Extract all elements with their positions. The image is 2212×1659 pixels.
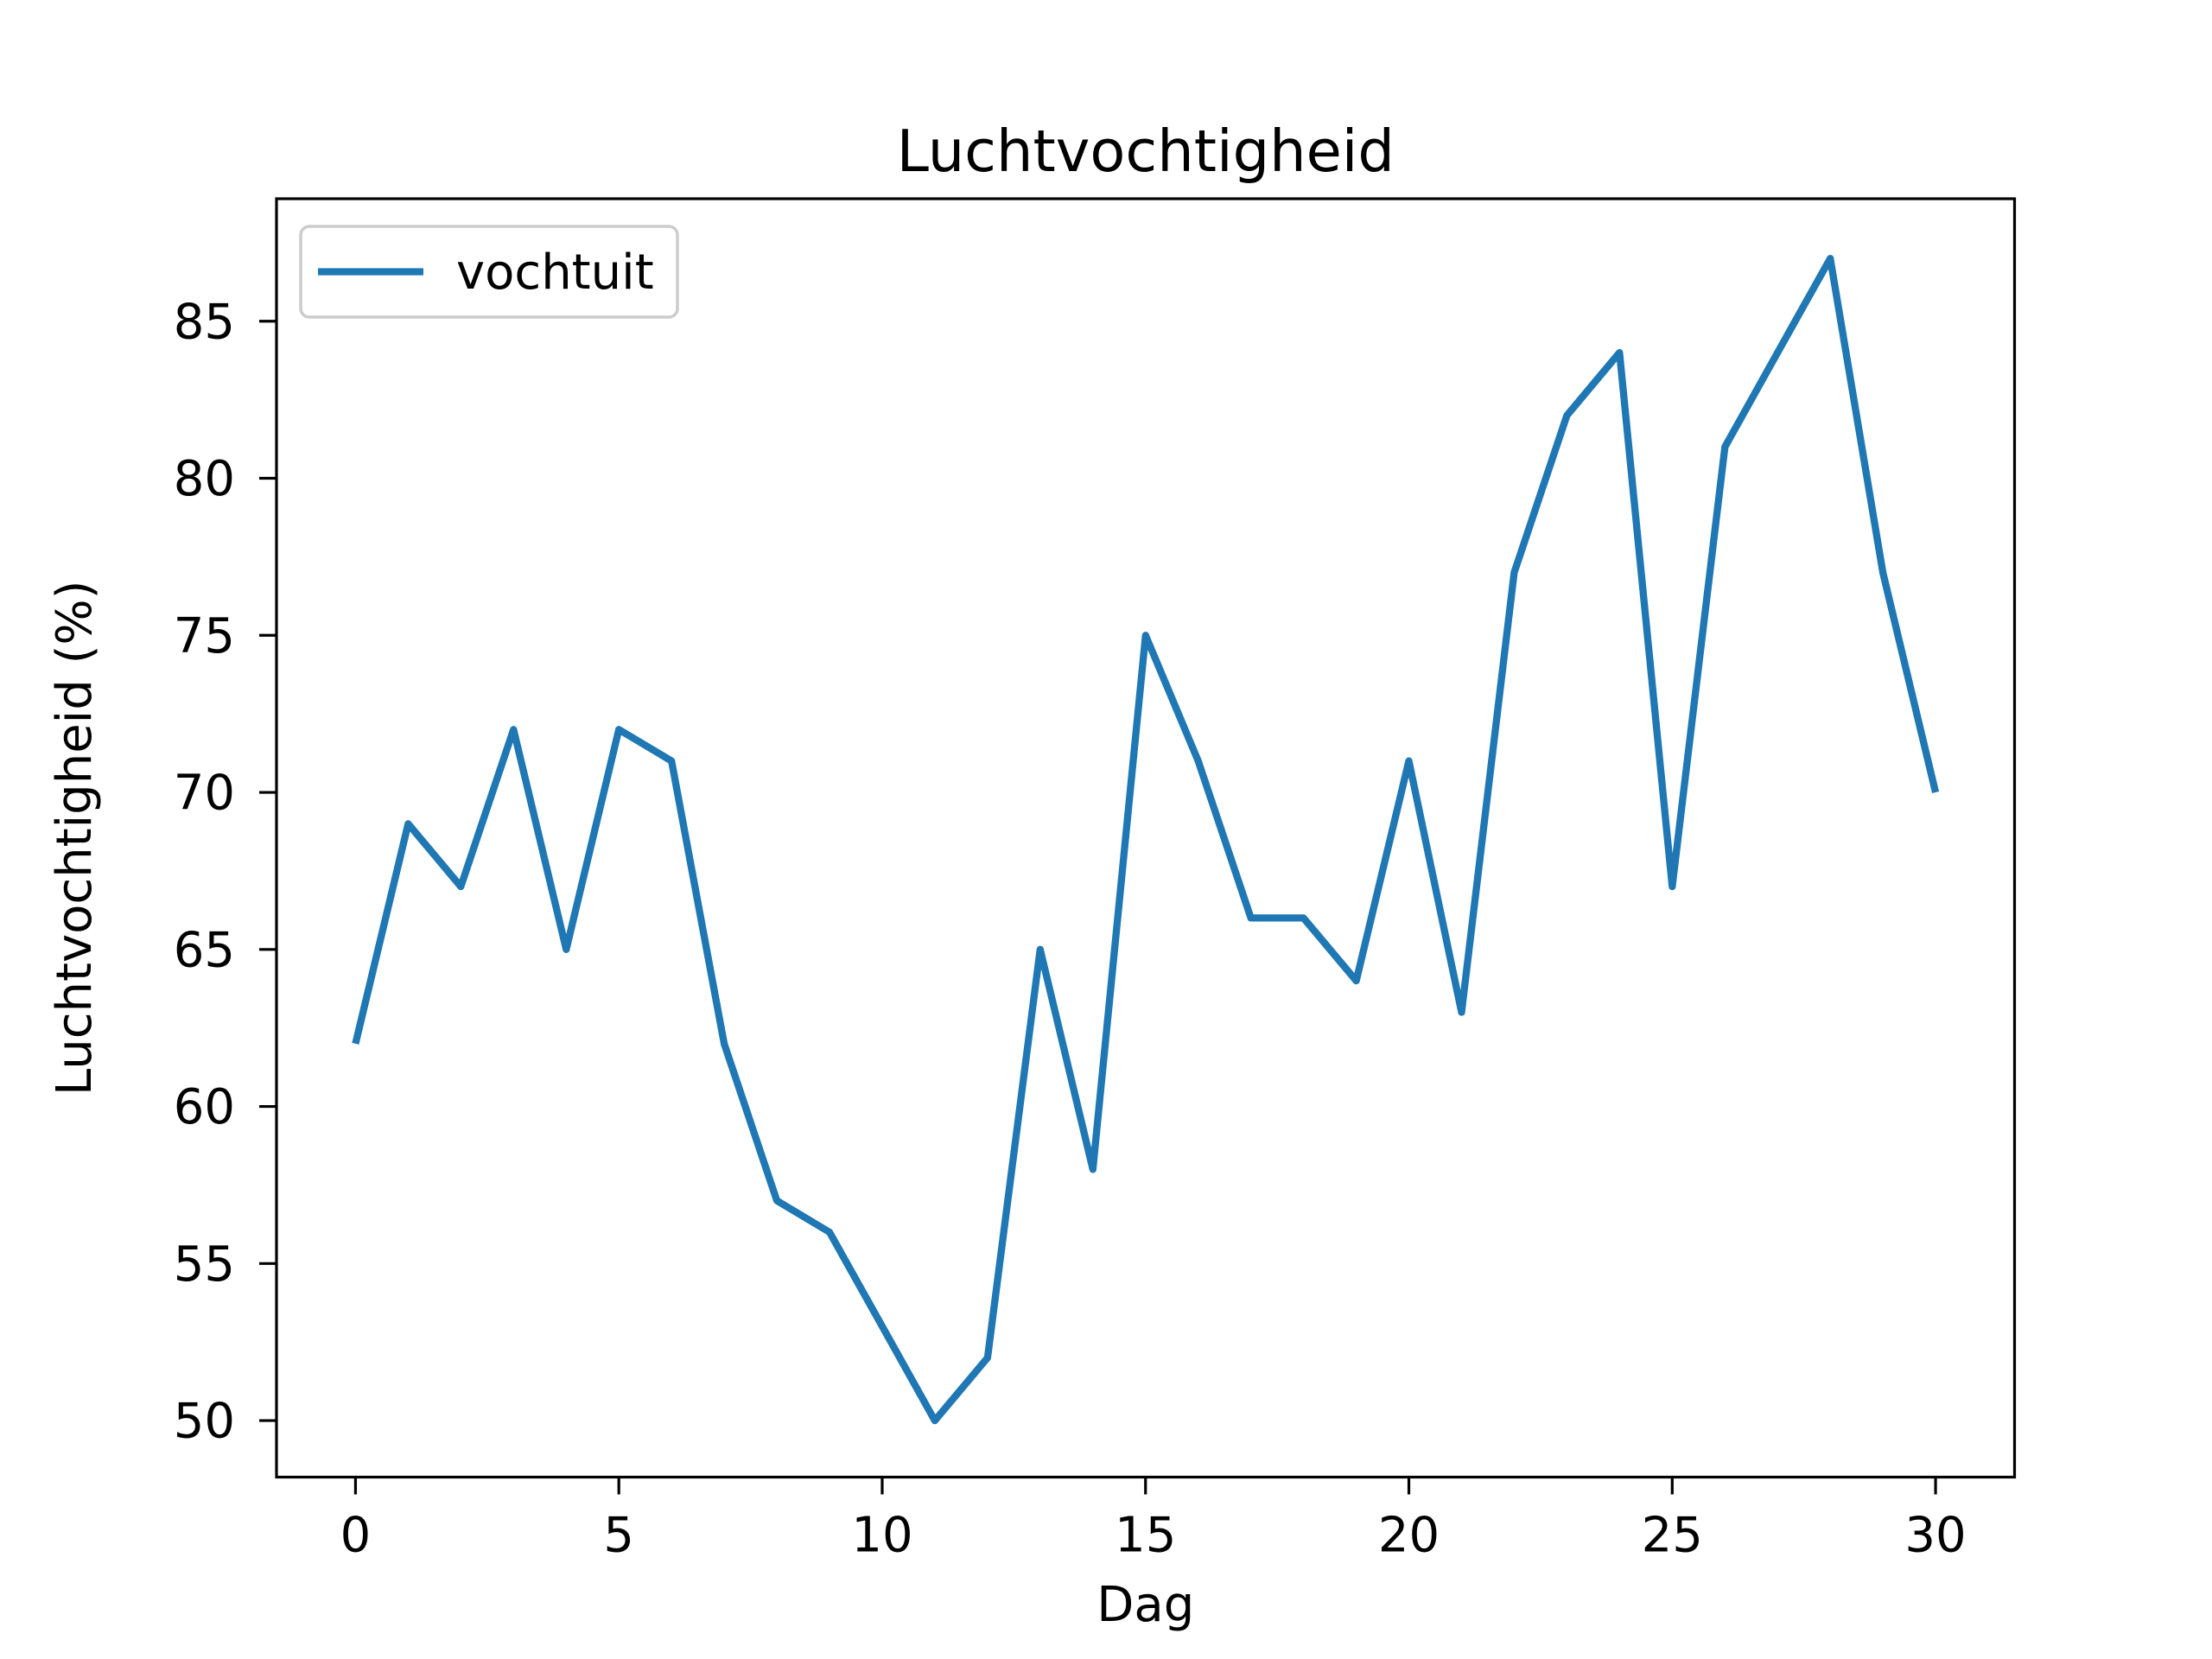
x-tick-label: 0 <box>340 1508 372 1564</box>
x-tick-label: 5 <box>603 1508 634 1564</box>
legend-box <box>299 225 679 319</box>
y-axis-label: Luchtvochtigheid (%) <box>47 581 103 1096</box>
y-tick-label: 70 <box>174 766 235 822</box>
data-line-vochtuit <box>352 254 1940 1425</box>
x-tick-label: 15 <box>1115 1508 1176 1564</box>
x-tick-label: 10 <box>851 1508 912 1564</box>
axis-tick-labels: 0 5 10 15 20 25 30 50 55 60 65 70 75 80 85 <box>174 294 1967 1563</box>
chart-title: Luchtvochtigheid <box>897 118 1395 185</box>
legend-label: vochtuit <box>456 245 654 301</box>
y-tick-label: 65 <box>174 922 235 978</box>
x-tick-label: 30 <box>1904 1508 1966 1564</box>
x-tick-label: 20 <box>1378 1508 1440 1564</box>
y-tick-label: 50 <box>174 1394 235 1450</box>
axes-frame <box>275 197 2017 1479</box>
y-tick-label: 55 <box>174 1236 235 1293</box>
x-axis-label: Dag <box>1096 1577 1194 1633</box>
x-tick-label: 25 <box>1642 1508 1703 1564</box>
legend: vochtuit <box>299 225 679 319</box>
y-tick-label: 60 <box>174 1079 235 1135</box>
axis-ticks <box>259 320 1937 1495</box>
y-tick-label: 75 <box>174 608 235 664</box>
y-tick-label: 80 <box>174 451 235 507</box>
axes-spine-box <box>275 197 2017 1479</box>
y-tick-label: 85 <box>174 294 235 350</box>
